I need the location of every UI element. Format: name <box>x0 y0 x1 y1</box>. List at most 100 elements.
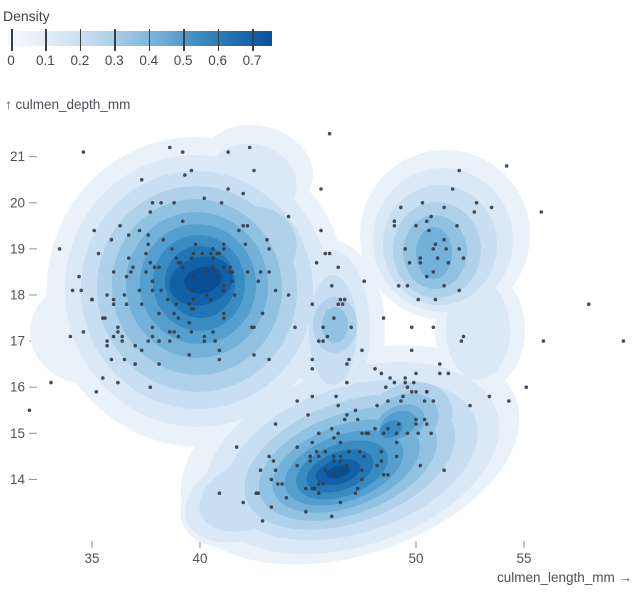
data-point <box>392 380 397 385</box>
data-point <box>211 330 215 334</box>
data-point <box>116 325 120 330</box>
data-point <box>345 413 349 417</box>
data-point <box>381 473 386 477</box>
data-point <box>342 417 347 422</box>
data-point <box>200 251 204 256</box>
data-point <box>111 302 116 307</box>
data-point <box>217 491 222 496</box>
data-point <box>191 274 196 279</box>
data-point <box>360 431 364 436</box>
data-point <box>317 482 321 486</box>
data-point <box>317 339 321 343</box>
data-point <box>191 307 196 311</box>
data-point <box>241 224 245 228</box>
legend-tick-label: 0.7 <box>242 53 262 68</box>
legend-tick <box>11 29 13 51</box>
data-point <box>336 403 341 408</box>
data-point <box>150 334 155 339</box>
data-point <box>386 473 390 477</box>
data-point <box>425 390 429 394</box>
data-point <box>222 284 226 288</box>
data-point <box>150 325 155 330</box>
data-point <box>267 247 271 251</box>
data-point <box>340 468 345 473</box>
data-point <box>70 288 75 293</box>
data-point <box>472 210 477 214</box>
data-point <box>416 431 421 436</box>
data-point <box>317 491 321 496</box>
data-point <box>57 247 62 251</box>
data-point <box>319 187 323 191</box>
data-point <box>394 431 399 436</box>
data-point <box>204 270 209 274</box>
data-point <box>116 380 120 385</box>
data-point <box>280 482 284 486</box>
data-point <box>360 348 364 353</box>
data-point <box>217 357 222 362</box>
data-point <box>295 463 300 468</box>
data-point <box>355 486 360 491</box>
data-point <box>338 440 343 445</box>
data-point <box>232 293 237 297</box>
data-point <box>409 325 414 330</box>
data-point <box>187 320 191 325</box>
data-point <box>338 459 343 463</box>
legend-gradient-bar: 0 0.1 0.2 0.3 0.4 0.5 0.6 0.7 <box>7 29 272 68</box>
data-point <box>381 316 386 320</box>
data-point <box>396 422 401 426</box>
density-contours-layer <box>30 124 530 565</box>
data-point <box>126 256 131 260</box>
data-point <box>431 399 436 403</box>
data-point <box>241 191 245 196</box>
data-point <box>321 325 325 330</box>
legend-title: Density <box>3 8 50 24</box>
data-point <box>461 256 466 260</box>
data-point <box>92 228 96 233</box>
data-point <box>425 219 429 223</box>
data-point <box>314 449 319 454</box>
legend-tick <box>45 29 47 51</box>
data-point <box>226 187 230 191</box>
data-point <box>621 339 626 343</box>
data-point <box>431 247 436 251</box>
data-point <box>425 422 429 426</box>
data-point <box>587 302 591 307</box>
data-point <box>174 256 178 260</box>
data-point <box>524 385 528 390</box>
x-tick-label: 35 <box>84 551 99 566</box>
data-point <box>209 297 213 302</box>
data-point <box>353 491 358 496</box>
data-point <box>355 417 360 422</box>
data-point <box>308 454 313 459</box>
data-point <box>431 325 436 330</box>
data-point <box>381 431 386 436</box>
data-point <box>265 237 269 242</box>
data-point <box>304 509 308 514</box>
data-point <box>358 449 362 454</box>
data-point <box>399 399 403 403</box>
data-point <box>418 260 423 265</box>
data-point <box>414 371 418 376</box>
data-point <box>258 270 263 274</box>
data-point <box>321 339 325 343</box>
data-point <box>338 454 343 459</box>
data-point <box>260 519 265 523</box>
data-point <box>168 330 172 334</box>
data-point <box>269 477 274 482</box>
data-point <box>293 325 297 330</box>
data-point <box>118 224 122 228</box>
data-point <box>81 150 86 154</box>
data-point <box>120 334 124 339</box>
data-point <box>403 380 408 385</box>
data-point <box>157 362 161 366</box>
data-point <box>276 482 280 486</box>
data-point <box>247 145 252 150</box>
data-point <box>124 302 129 307</box>
data-point <box>345 380 349 385</box>
data-point <box>342 297 347 302</box>
y-tick-label: 15 <box>10 426 25 441</box>
data-point <box>433 242 438 247</box>
y-tick-label: 17 <box>10 334 25 349</box>
data-point <box>336 431 341 436</box>
